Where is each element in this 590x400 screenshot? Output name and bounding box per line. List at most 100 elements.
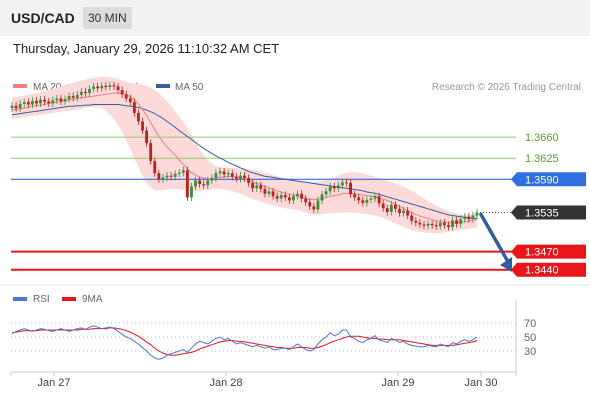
candle-body: [39, 99, 42, 104]
candle-body: [283, 194, 287, 198]
candle-body: [267, 191, 271, 194]
candle-body: [447, 225, 450, 227]
candle-body: [451, 220, 454, 227]
candlesticks: [10, 81, 479, 231]
candle-body: [194, 180, 197, 187]
candle-body: [312, 206, 316, 210]
rsi-legend-swatch: [13, 297, 27, 301]
candle-body: [459, 219, 463, 224]
candle-body: [292, 196, 295, 201]
candle-body: [145, 130, 149, 144]
rsi-tick-label: 30: [524, 346, 536, 358]
candle-body: [287, 197, 291, 201]
candle-body: [43, 99, 47, 102]
timestamp: Thursday, January 29, 2026 11:10:32 AM C…: [13, 41, 280, 56]
support-label: 1.3440: [525, 265, 559, 277]
pivot-tag: [511, 172, 586, 187]
support-label: 1.3470: [525, 247, 559, 259]
ma50-line: [11, 104, 477, 219]
candle-body: [226, 173, 230, 175]
candle-body: [414, 220, 418, 223]
symbol-label: USD/CAD: [11, 10, 75, 26]
candle-body: [173, 173, 177, 177]
timeframe-badge[interactable]: 30 MIN: [83, 7, 132, 29]
candle-body: [308, 202, 312, 207]
candle-body: [340, 182, 344, 186]
candle-body: [353, 194, 357, 198]
candle-body: [92, 86, 96, 89]
candle-body: [455, 220, 459, 224]
candle-body: [137, 112, 140, 122]
rsi-panel: 70 50 30: [11, 318, 536, 360]
candle-body: [10, 105, 14, 109]
candle-body: [35, 100, 38, 104]
candle-body: [475, 212, 479, 216]
forecast-arrow-shaft: [479, 212, 509, 262]
candle-body: [59, 98, 63, 102]
ma50-legend-swatch: [156, 84, 170, 88]
candle-body: [426, 223, 430, 226]
candle-body: [88, 88, 91, 94]
candle-body: [275, 196, 279, 199]
candle-body: [132, 102, 136, 113]
bollinger-band: [12, 76, 477, 233]
candle-body: [214, 173, 218, 179]
candle-body: [181, 170, 185, 173]
candle-body: [141, 121, 144, 131]
candle-body: [438, 222, 442, 227]
candle-body: [410, 215, 414, 221]
rsi-tick-label: 70: [524, 318, 536, 330]
ma20-legend-swatch: [13, 84, 27, 88]
candle-body: [316, 200, 320, 210]
rsi-ma-line: [11, 327, 478, 356]
candle-body: [149, 143, 153, 162]
candle-body: [96, 86, 100, 89]
candle-body: [71, 96, 75, 98]
candle-body: [169, 175, 173, 177]
candle-body: [377, 196, 381, 204]
candle-body: [271, 191, 275, 197]
current-price-tag: [511, 205, 586, 220]
candle-body: [83, 91, 87, 94]
candle-body: [18, 103, 22, 109]
candle-body: [389, 204, 393, 212]
candle-body: [230, 173, 234, 177]
ma9-legend-swatch: [62, 297, 76, 301]
candle-body: [349, 182, 352, 195]
ma9-legend-label: 9MA: [82, 294, 103, 305]
candle-body: [100, 85, 104, 89]
time-axis: Jan 27 Jan 28 Jan 29 Jan 30: [10, 372, 517, 389]
candle-body: [393, 204, 397, 209]
candle-body: [51, 100, 55, 104]
time-tick-label: Jan 27: [37, 377, 70, 389]
candle-body: [198, 180, 202, 185]
rsi-legend-label: RSI: [33, 294, 50, 305]
time-tick-label: Jan 28: [209, 377, 242, 389]
candle-body: [116, 86, 120, 91]
time-tick-label: Jan 30: [464, 377, 497, 389]
candle-body: [210, 178, 214, 181]
candle-body: [238, 175, 242, 179]
candle-body: [124, 94, 128, 99]
candle-body: [128, 98, 132, 103]
candle-body: [79, 91, 83, 95]
candle-body: [120, 90, 124, 95]
candle-body: [324, 191, 328, 195]
candle-body: [161, 177, 165, 180]
candle-body: [332, 186, 336, 189]
candle-body: [336, 185, 340, 189]
candle-body: [218, 171, 222, 174]
rsi-tick-label: 50: [524, 332, 536, 344]
candle-body: [381, 203, 385, 209]
candle-body: [185, 170, 189, 198]
candle-body: [328, 186, 332, 192]
candle-body: [406, 210, 410, 216]
candle-body: [243, 175, 246, 179]
candle-body: [55, 98, 59, 101]
candle-body: [361, 200, 365, 203]
resistance-label: 1.3625: [525, 153, 559, 165]
candle-body: [177, 172, 181, 174]
candle-body: [22, 102, 26, 104]
candle-body: [112, 85, 116, 87]
